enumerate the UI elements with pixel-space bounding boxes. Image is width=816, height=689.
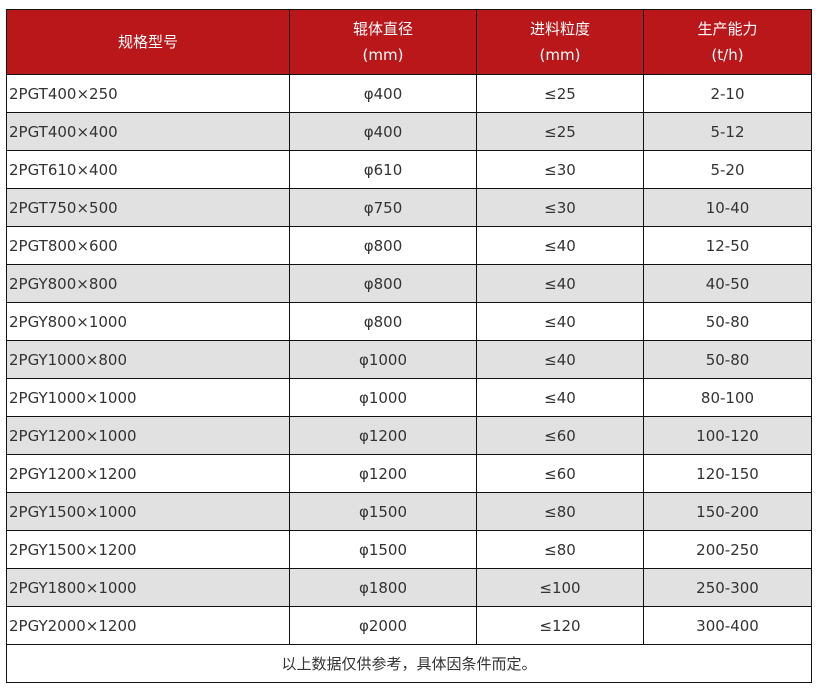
- feed-size-cell: ≤40: [476, 226, 644, 265]
- header-title: 进料粒度: [529, 20, 590, 38]
- feed-size-cell: ≤30: [476, 188, 644, 227]
- table-row: 2PGY1500×1200 φ1500 ≤80 200-250: [6, 530, 812, 569]
- footer-note: 以上数据仅供参考，具体因条件而定。: [6, 644, 812, 683]
- table-row: 2PGT800×600 φ800 ≤40 12-50: [6, 226, 812, 265]
- roller-diameter-cell: φ1200: [289, 416, 477, 455]
- table-row: 2PGY1800×1000 φ1800 ≤100 250-300: [6, 568, 812, 607]
- feed-size-cell: ≤120: [476, 606, 644, 645]
- model-cell: 2PGT610×400: [6, 150, 290, 189]
- model-cell: 2PGT400×250: [6, 74, 290, 113]
- table-row: 2PGY1000×800 φ1000 ≤40 50-80: [6, 340, 812, 379]
- table-row: 2PGT750×500 φ750 ≤30 10-40: [6, 188, 812, 227]
- model-cell: 2PGY1000×1000: [6, 378, 290, 417]
- table-row: 2PGY1000×1000 φ1000 ≤40 80-100: [6, 378, 812, 417]
- table-row: 2PGY1200×1000 φ1200 ≤60 100-120: [6, 416, 812, 455]
- roller-diameter-cell: φ610: [289, 150, 477, 189]
- roller-diameter-cell: φ400: [289, 74, 477, 113]
- model-cell: 2PGT750×500: [6, 188, 290, 227]
- table-row: 2PGY800×800 φ800 ≤40 40-50: [6, 264, 812, 303]
- roller-diameter-cell: φ1200: [289, 454, 477, 493]
- feed-size-cell: ≤100: [476, 568, 644, 607]
- roller-diameter-cell: φ1500: [289, 492, 477, 531]
- roller-diameter-cell: φ800: [289, 302, 477, 341]
- header-title: 生产能力: [697, 20, 758, 38]
- roller-diameter-cell: φ1000: [289, 378, 477, 417]
- feed-size-cell: ≤25: [476, 74, 644, 113]
- capacity-cell: 12-50: [643, 226, 812, 265]
- model-cell: 2PGY1200×1000: [6, 416, 290, 455]
- model-cell: 2PGY1000×800: [6, 340, 290, 379]
- feed-size-cell: ≤30: [476, 150, 644, 189]
- header-unit: (mm): [362, 46, 404, 64]
- capacity-cell: 5-12: [643, 112, 812, 151]
- capacity-cell: 50-80: [643, 340, 812, 379]
- capacity-cell: 40-50: [643, 264, 812, 303]
- table-row: 2PGY800×1000 φ800 ≤40 50-80: [6, 302, 812, 341]
- table-row: 2PGT610×400 φ610 ≤30 5-20: [6, 150, 812, 189]
- feed-size-cell: ≤40: [476, 264, 644, 303]
- model-cell: 2PGY1800×1000: [6, 568, 290, 607]
- capacity-cell: 10-40: [643, 188, 812, 227]
- feed-size-cell: ≤60: [476, 454, 644, 493]
- feed-size-cell: ≤25: [476, 112, 644, 151]
- capacity-cell: 120-150: [643, 454, 812, 493]
- model-cell: 2PGT800×600: [6, 226, 290, 265]
- table-row: 2PGY2000×1200 φ2000 ≤120 300-400: [6, 606, 812, 645]
- model-cell: 2PGY1200×1200: [6, 454, 290, 493]
- model-cell: 2PGY1500×1200: [6, 530, 290, 569]
- model-cell: 2PGY800×800: [6, 264, 290, 303]
- capacity-cell: 250-300: [643, 568, 812, 607]
- table-row: 2PGT400×250 φ400 ≤25 2-10: [6, 74, 812, 113]
- model-cell: 2PGY800×1000: [6, 302, 290, 341]
- capacity-cell: 5-20: [643, 150, 812, 189]
- model-cell: 2PGY2000×1200: [6, 606, 290, 645]
- column-header: 规格型号: [6, 9, 290, 75]
- capacity-cell: 2-10: [643, 74, 812, 113]
- feed-size-cell: ≤80: [476, 530, 644, 569]
- column-header: 辊体直径 (mm): [289, 9, 477, 75]
- roller-diameter-cell: φ2000: [289, 606, 477, 645]
- column-header: 生产能力 (t/h): [643, 9, 812, 75]
- feed-size-cell: ≤60: [476, 416, 644, 455]
- roller-diameter-cell: φ800: [289, 226, 477, 265]
- roller-diameter-cell: φ1800: [289, 568, 477, 607]
- column-header: 进料粒度 (mm): [476, 9, 644, 75]
- spec-table: 规格型号 辊体直径 (mm) 进料粒度 (mm) 生产能力 (t/h) 2PGT400×25…: [6, 9, 812, 683]
- roller-diameter-cell: φ750: [289, 188, 477, 227]
- feed-size-cell: ≤40: [476, 378, 644, 417]
- header-unit: (mm): [539, 46, 581, 64]
- capacity-cell: 80-100: [643, 378, 812, 417]
- capacity-cell: 200-250: [643, 530, 812, 569]
- model-cell: 2PGT400×400: [6, 112, 290, 151]
- table-row: 2PGT400×400 φ400 ≤25 5-12: [6, 112, 812, 151]
- table-row: 2PGY1200×1200 φ1200 ≤60 120-150: [6, 454, 812, 493]
- header-unit: (t/h): [711, 46, 744, 64]
- feed-size-cell: ≤40: [476, 302, 644, 341]
- feed-size-cell: ≤80: [476, 492, 644, 531]
- roller-diameter-cell: φ800: [289, 264, 477, 303]
- model-cell: 2PGY1500×1000: [6, 492, 290, 531]
- roller-diameter-cell: φ1500: [289, 530, 477, 569]
- feed-size-cell: ≤40: [476, 340, 644, 379]
- capacity-cell: 100-120: [643, 416, 812, 455]
- capacity-cell: 300-400: [643, 606, 812, 645]
- table-row: 2PGY1500×1000 φ1500 ≤80 150-200: [6, 492, 812, 531]
- header-title: 规格型号: [117, 33, 178, 51]
- roller-diameter-cell: φ1000: [289, 340, 477, 379]
- header-title: 辊体直径: [352, 20, 413, 38]
- capacity-cell: 150-200: [643, 492, 812, 531]
- roller-diameter-cell: φ400: [289, 112, 477, 151]
- header-row: 规格型号 辊体直径 (mm) 进料粒度 (mm) 生产能力 (t/h): [6, 9, 812, 75]
- capacity-cell: 50-80: [643, 302, 812, 341]
